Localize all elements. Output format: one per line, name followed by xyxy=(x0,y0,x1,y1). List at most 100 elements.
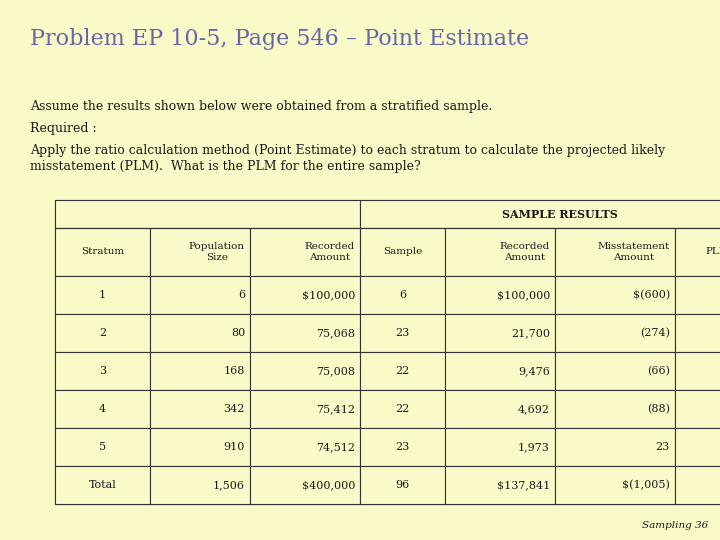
Bar xyxy=(250,314,360,352)
Bar xyxy=(555,390,675,428)
Text: 23: 23 xyxy=(395,328,410,338)
Text: $(1,005): $(1,005) xyxy=(622,480,670,490)
Text: 1,973: 1,973 xyxy=(518,442,550,452)
Text: (274): (274) xyxy=(640,328,670,338)
Bar xyxy=(675,390,720,428)
Text: SAMPLE RESULTS: SAMPLE RESULTS xyxy=(502,208,618,219)
Text: 9,476: 9,476 xyxy=(518,366,550,376)
Bar xyxy=(445,352,555,390)
Bar xyxy=(555,352,675,390)
Bar xyxy=(360,390,445,428)
Bar xyxy=(555,276,675,314)
Text: (88): (88) xyxy=(647,404,670,414)
Bar xyxy=(55,228,150,276)
Bar xyxy=(150,352,250,390)
Text: 74,512: 74,512 xyxy=(316,442,355,452)
Text: $100,000: $100,000 xyxy=(497,290,550,300)
Bar xyxy=(445,390,555,428)
Bar xyxy=(150,390,250,428)
Text: 75,412: 75,412 xyxy=(316,404,355,414)
Bar xyxy=(55,390,150,428)
Text: 6: 6 xyxy=(399,290,406,300)
Text: Stratum: Stratum xyxy=(81,247,124,256)
Bar xyxy=(55,314,150,352)
Bar xyxy=(250,390,360,428)
Bar xyxy=(445,466,555,504)
Bar xyxy=(445,314,555,352)
Bar xyxy=(675,466,720,504)
Text: Total: Total xyxy=(89,480,117,490)
Text: 22: 22 xyxy=(395,366,410,376)
Bar xyxy=(150,314,250,352)
Text: Assume the results shown below were obtained from a stratified sample.: Assume the results shown below were obta… xyxy=(30,100,492,113)
Text: 23: 23 xyxy=(395,442,410,452)
Bar xyxy=(250,276,360,314)
Bar xyxy=(250,428,360,466)
Text: (66): (66) xyxy=(647,366,670,376)
Text: Required :: Required : xyxy=(30,122,96,135)
Bar xyxy=(675,228,720,276)
Text: 342: 342 xyxy=(224,404,245,414)
Text: $100,000: $100,000 xyxy=(302,290,355,300)
Text: Recorded
Amount: Recorded Amount xyxy=(500,242,550,262)
Bar xyxy=(55,200,720,504)
Bar xyxy=(555,466,675,504)
Text: 21,700: 21,700 xyxy=(511,328,550,338)
Bar xyxy=(555,314,675,352)
Bar xyxy=(150,466,250,504)
Text: 6: 6 xyxy=(238,290,245,300)
Text: Sample: Sample xyxy=(383,247,422,256)
Bar xyxy=(250,228,360,276)
Bar xyxy=(150,276,250,314)
Text: 75,068: 75,068 xyxy=(316,328,355,338)
Text: misstatement (PLM).  What is the PLM for the entire sample?: misstatement (PLM). What is the PLM for … xyxy=(30,160,420,173)
Bar xyxy=(675,428,720,466)
Bar xyxy=(360,228,445,276)
Text: PLM: PLM xyxy=(706,247,720,256)
Bar xyxy=(360,200,720,228)
Text: Recorded
Amount: Recorded Amount xyxy=(305,242,355,262)
Bar xyxy=(55,276,150,314)
Bar xyxy=(55,352,150,390)
Text: $(600): $(600) xyxy=(633,290,670,300)
Bar xyxy=(555,228,675,276)
Bar xyxy=(55,200,360,228)
Bar xyxy=(445,428,555,466)
Text: Population
Size: Population Size xyxy=(189,242,245,262)
Bar xyxy=(555,428,675,466)
Bar xyxy=(675,276,720,314)
Bar xyxy=(675,352,720,390)
Text: Apply the ratio calculation method (Point Estimate) to each stratum to calculate: Apply the ratio calculation method (Poin… xyxy=(30,144,665,157)
Text: 2: 2 xyxy=(99,328,106,338)
Bar xyxy=(360,276,445,314)
Text: Misstatement
Amount: Misstatement Amount xyxy=(598,242,670,262)
Text: 23: 23 xyxy=(656,442,670,452)
Bar xyxy=(445,228,555,276)
Bar xyxy=(250,466,360,504)
Bar xyxy=(445,276,555,314)
Text: 80: 80 xyxy=(230,328,245,338)
Text: Sampling 36: Sampling 36 xyxy=(642,521,708,530)
Text: 5: 5 xyxy=(99,442,106,452)
Bar xyxy=(675,314,720,352)
Bar xyxy=(150,428,250,466)
Text: 3: 3 xyxy=(99,366,106,376)
Bar xyxy=(55,428,150,466)
Text: $400,000: $400,000 xyxy=(302,480,355,490)
Bar xyxy=(360,352,445,390)
Bar xyxy=(55,466,150,504)
Text: 1,506: 1,506 xyxy=(213,480,245,490)
Text: 75,008: 75,008 xyxy=(316,366,355,376)
Text: Problem EP 10-5, Page 546 – Point Estimate: Problem EP 10-5, Page 546 – Point Estima… xyxy=(30,28,529,50)
Text: 96: 96 xyxy=(395,480,410,490)
Bar xyxy=(360,314,445,352)
Text: 168: 168 xyxy=(224,366,245,376)
Bar xyxy=(360,428,445,466)
Text: $137,841: $137,841 xyxy=(497,480,550,490)
Text: 4,692: 4,692 xyxy=(518,404,550,414)
Bar xyxy=(250,352,360,390)
Text: 910: 910 xyxy=(224,442,245,452)
Bar xyxy=(360,466,445,504)
Text: 22: 22 xyxy=(395,404,410,414)
Text: 4: 4 xyxy=(99,404,106,414)
